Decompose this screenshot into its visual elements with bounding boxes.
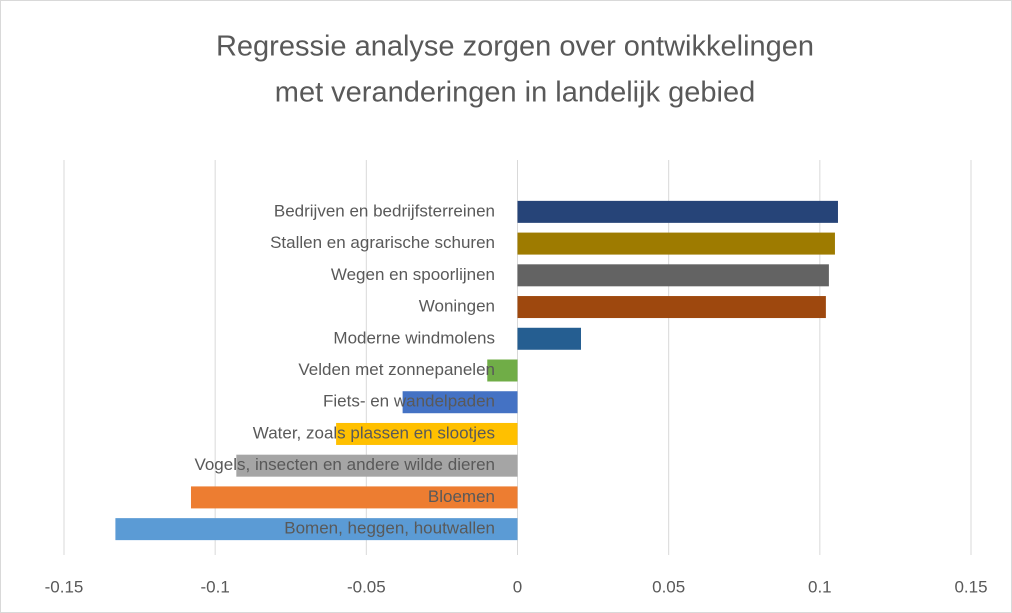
bar xyxy=(115,518,518,541)
y-tick-label: Stallen en agrarische schuren xyxy=(270,233,495,252)
bar xyxy=(190,486,518,509)
bar xyxy=(402,391,518,414)
y-tick-label: Vogels, insecten en andere wilde dieren xyxy=(194,455,495,474)
bar xyxy=(517,296,826,319)
y-tick-label: Velden met zonnepanelen xyxy=(298,360,495,379)
chart-title: met veranderingen in landelijk gebied xyxy=(275,77,755,109)
x-tick-label: 0.05 xyxy=(652,577,685,596)
x-tick-label: 0.15 xyxy=(954,577,987,596)
bar xyxy=(336,422,518,445)
y-tick-label: Water, zoals plassen en slootjes xyxy=(253,423,495,442)
y-tick-label: Bloemen xyxy=(428,487,495,506)
bar xyxy=(517,200,838,223)
bar xyxy=(487,359,518,382)
bar xyxy=(517,327,581,350)
bar xyxy=(236,454,518,477)
x-tick-label: -0.15 xyxy=(45,577,84,596)
x-tick-label: 0 xyxy=(513,577,522,596)
y-tick-label: Bedrijven en bedrijfsterreinen xyxy=(274,201,495,220)
y-tick-label: Woningen xyxy=(419,297,495,316)
y-tick-label: Moderne windmolens xyxy=(333,328,495,347)
y-tick-label: Fiets- en wandelpaden xyxy=(323,392,495,411)
bar xyxy=(517,232,835,255)
x-tick-label: -0.1 xyxy=(201,577,230,596)
chart-title: Regressie analyse zorgen over ontwikkeli… xyxy=(216,31,814,63)
y-tick-label: Wegen en spoorlijnen xyxy=(331,265,495,284)
x-tick-label: 0.1 xyxy=(808,577,832,596)
y-tick-label: Bomen, heggen, houtwallen xyxy=(284,519,495,538)
bar xyxy=(517,264,829,287)
x-tick-label: -0.05 xyxy=(347,577,386,596)
